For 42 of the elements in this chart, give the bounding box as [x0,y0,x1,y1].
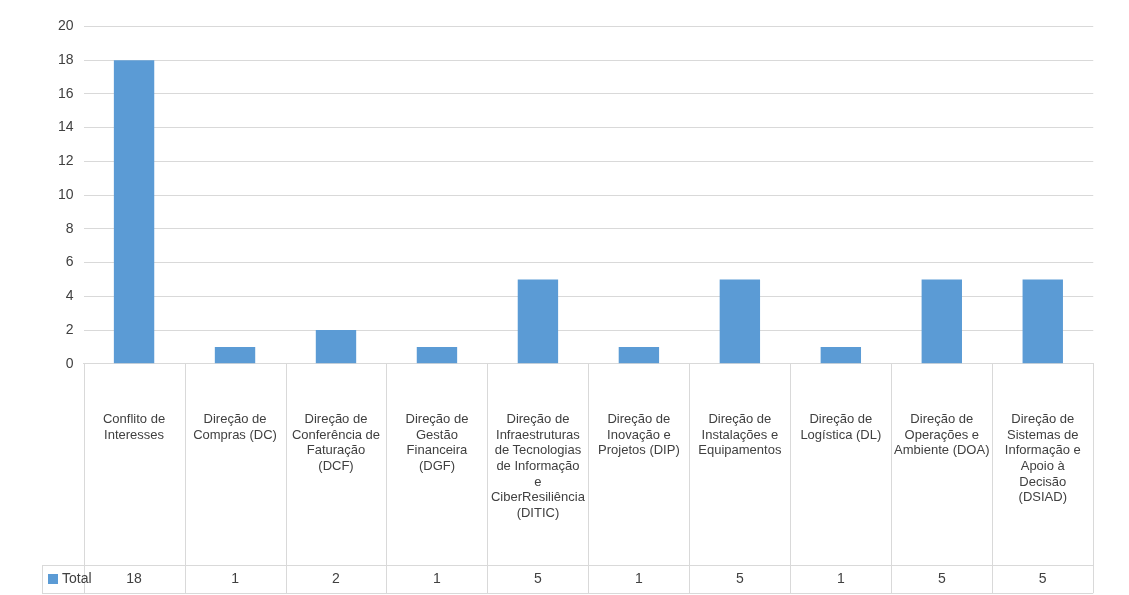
bar [820,346,862,364]
x-tick-label: Direção de Instalações e Equipamentos [698,411,782,458]
y-tick-label: 6 [65,253,74,270]
data-label: 5 [735,569,744,586]
data-label: 1 [836,569,845,586]
y-tick-label: 18 [57,51,74,67]
data-label: 1 [231,569,240,586]
x-tick-label: Conflito de Interesses [102,411,166,442]
x-tick-label: Direção de Conferência de Faturação (DCF) [291,411,381,473]
bar [618,346,660,364]
legend-label: Total [62,569,92,586]
data-label: 1 [433,569,442,586]
y-tick-label: 14 [57,118,74,135]
x-tick-label: Direção de Operações e Ambiente (DOA) [894,411,990,458]
y-tick-label: 20 [57,17,74,34]
bar [517,279,559,364]
x-tick-label: Direção de Sistemas de Informação e Apoio à Decisão (DSIAD) [1004,411,1081,505]
y-tick-label: 8 [65,219,74,236]
data-label: 1 [634,569,643,586]
x-tick-label: Direção de Compras (DC) [193,411,277,442]
bar [315,330,357,364]
bar [719,279,761,364]
y-tick-label: 2 [65,320,74,337]
bar [416,346,458,364]
data-label: 5 [534,569,543,586]
y-tick-label: 4 [65,287,74,304]
bar [921,279,962,364]
data-label: 5 [937,569,946,586]
data-label: 5 [1038,569,1047,586]
bar [1022,279,1063,364]
bar [214,346,256,364]
y-tick-label: 0 [65,354,74,371]
data-label: 18 [126,569,143,586]
y-tick-label: 12 [57,152,74,169]
y-tick-label: 16 [57,84,74,101]
x-tick-label: Direção de Gestão Financeira (DGF) [405,411,469,473]
x-tick-label: Direção de Inovação e Projetos (DIP) [598,411,680,458]
data-label: 2 [332,569,341,586]
bar [113,60,155,364]
x-tick-label: Direção de Infraestruturas de Tecnologias de Informação e CiberResiliência (DITIC) [490,411,586,520]
x-tick-label: Direção de Logística (DL) [800,411,882,442]
y-tick-label: 10 [57,185,74,202]
